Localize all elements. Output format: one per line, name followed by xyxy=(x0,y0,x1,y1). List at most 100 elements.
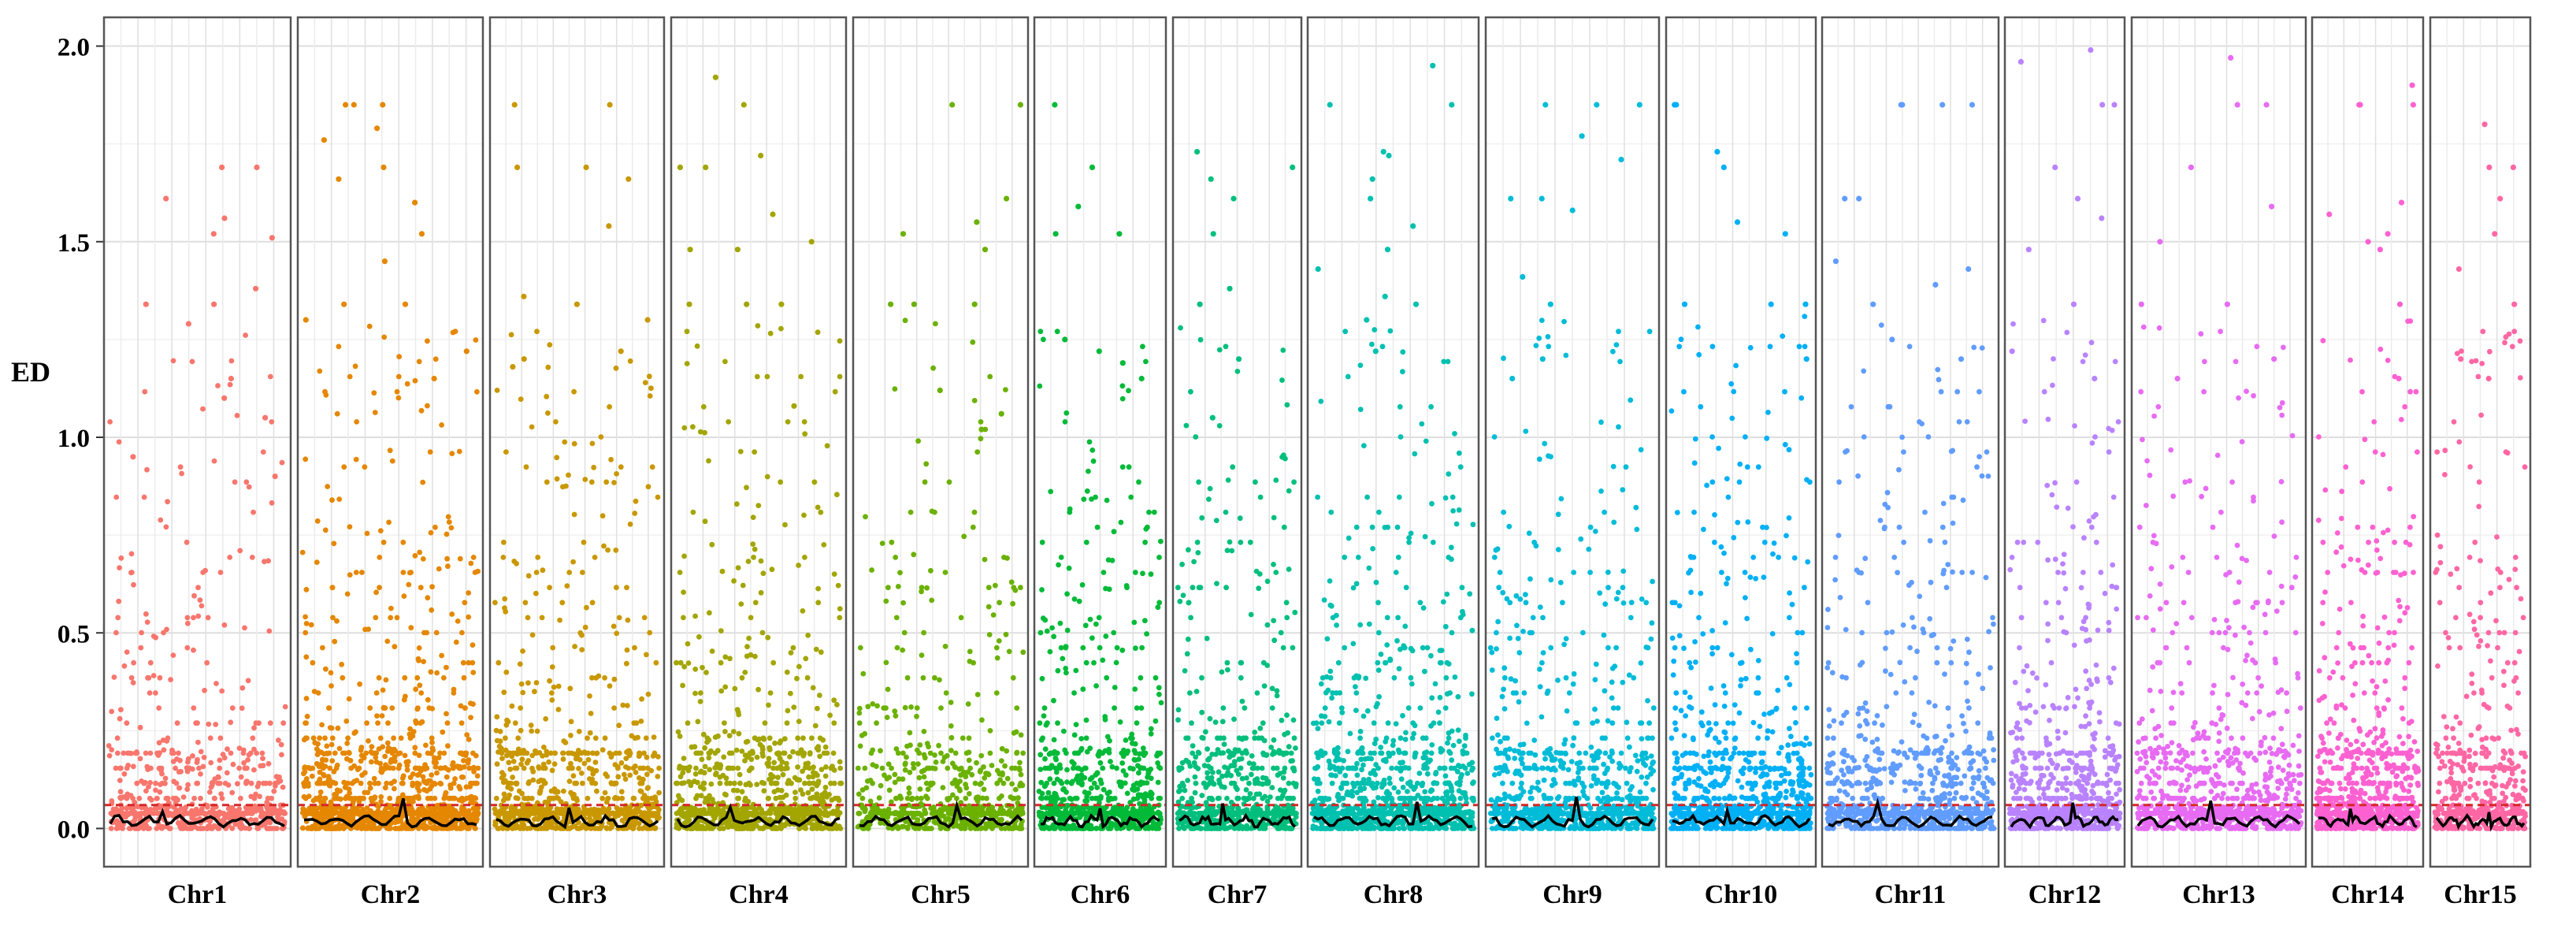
data-point xyxy=(813,646,819,652)
data-point xyxy=(347,795,353,801)
data-point xyxy=(817,753,822,760)
data-point xyxy=(416,781,422,787)
data-point xyxy=(373,754,379,760)
data-point xyxy=(727,765,733,771)
data-point xyxy=(862,808,868,815)
data-point xyxy=(204,659,210,666)
data-point xyxy=(915,761,921,767)
data-point xyxy=(416,358,422,365)
data-point xyxy=(1012,765,1019,771)
data-point xyxy=(919,652,925,658)
data-point xyxy=(335,725,341,731)
data-point xyxy=(997,600,1002,606)
data-point xyxy=(1156,685,1162,691)
data-point xyxy=(118,765,124,771)
data-point xyxy=(721,754,727,760)
data-point xyxy=(180,794,187,800)
data-point xyxy=(886,787,893,793)
data-point xyxy=(965,701,971,707)
data-point xyxy=(737,771,743,778)
data-point xyxy=(752,449,758,455)
data-point xyxy=(509,703,515,709)
data-point xyxy=(632,511,638,516)
data-point xyxy=(624,647,630,653)
data-point xyxy=(200,570,206,575)
data-point xyxy=(329,735,336,741)
data-point xyxy=(444,720,451,726)
data-point xyxy=(993,582,998,589)
data-point xyxy=(916,775,922,781)
data-point xyxy=(215,774,221,780)
data-point xyxy=(559,600,566,606)
data-point xyxy=(1037,795,1044,801)
data-point xyxy=(299,549,306,555)
outlier-point xyxy=(998,410,1004,417)
data-point xyxy=(354,419,360,425)
data-point xyxy=(162,775,169,782)
data-point xyxy=(351,730,358,736)
data-point xyxy=(217,570,224,575)
data-point xyxy=(1057,620,1063,626)
data-point xyxy=(745,559,752,564)
outlier-point xyxy=(380,102,386,108)
data-point xyxy=(1049,625,1055,631)
data-point xyxy=(154,826,160,831)
data-point xyxy=(914,713,919,719)
data-point xyxy=(621,771,627,778)
data-point xyxy=(747,826,753,831)
data-point xyxy=(982,775,988,781)
data-point xyxy=(281,819,288,825)
data-point xyxy=(344,591,351,597)
data-point xyxy=(936,742,941,749)
data-point xyxy=(279,752,284,758)
data-point xyxy=(700,403,707,410)
data-point xyxy=(243,778,250,785)
data-point xyxy=(769,567,775,573)
data-point xyxy=(989,763,995,768)
data-point xyxy=(222,780,228,786)
data-point xyxy=(680,770,686,776)
data-point xyxy=(704,739,710,745)
outlier-point xyxy=(262,414,269,421)
panel-chr5: Chr5 xyxy=(852,16,1030,909)
data-point xyxy=(748,756,755,763)
data-point xyxy=(624,808,630,815)
data-point xyxy=(684,329,690,335)
outlier-point xyxy=(303,317,309,323)
outlier-point xyxy=(888,301,894,307)
data-point xyxy=(375,720,380,726)
data-point xyxy=(722,358,728,365)
data-point xyxy=(321,809,327,815)
data-point xyxy=(618,464,624,470)
data-point xyxy=(141,494,147,500)
data-point xyxy=(117,789,124,795)
data-point xyxy=(334,787,340,793)
outlier-point xyxy=(254,164,260,170)
data-point xyxy=(644,652,649,658)
data-point xyxy=(729,750,735,756)
data-point xyxy=(580,780,585,786)
data-point xyxy=(433,760,440,766)
data-point xyxy=(124,791,131,797)
data-point xyxy=(534,329,540,335)
data-point xyxy=(254,750,260,756)
data-point xyxy=(790,749,796,755)
data-point xyxy=(957,778,963,784)
data-point xyxy=(712,765,718,771)
data-point xyxy=(390,765,396,771)
data-point xyxy=(510,826,515,831)
data-point xyxy=(321,751,327,757)
data-point xyxy=(383,762,388,768)
data-point xyxy=(470,750,476,756)
data-point xyxy=(561,788,566,794)
outlier-point xyxy=(211,301,217,307)
data-point xyxy=(363,750,369,756)
outlier-point xyxy=(808,239,815,245)
data-point xyxy=(777,794,783,801)
data-point xyxy=(410,771,416,777)
data-point xyxy=(580,570,585,575)
data-point xyxy=(884,715,890,720)
data-point xyxy=(163,524,169,530)
data-point xyxy=(425,595,431,601)
data-point xyxy=(706,458,711,464)
